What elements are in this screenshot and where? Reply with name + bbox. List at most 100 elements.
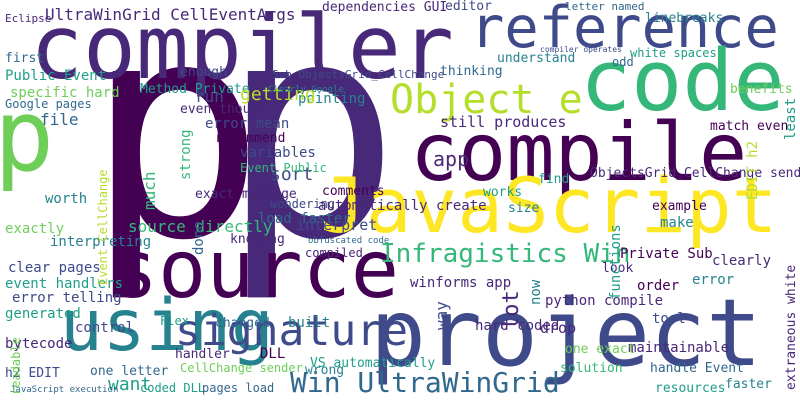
word: order	[637, 278, 679, 294]
word: Event CellChange	[96, 169, 110, 285]
word: letter named	[565, 0, 644, 13]
word: clearly	[712, 253, 771, 269]
word: one exact	[565, 342, 635, 357]
word: strong	[178, 129, 194, 180]
word: example	[652, 199, 707, 214]
word: p	[220, 0, 401, 306]
word: built	[288, 315, 330, 331]
word: even though	[180, 102, 266, 117]
word: want	[108, 374, 151, 395]
word: CellChange sender	[180, 361, 303, 375]
word: enough	[180, 65, 227, 80]
word: odd	[612, 55, 634, 69]
word: winforms app	[410, 275, 511, 291]
word: linebreaks	[645, 11, 723, 26]
word: worth	[45, 191, 87, 207]
word: p	[85, 0, 266, 306]
word: JavaScript	[320, 161, 778, 250]
word: exact message	[195, 187, 297, 202]
word: using	[60, 284, 274, 367]
word: make	[660, 215, 694, 231]
word: Private Sub	[620, 246, 713, 262]
word: interpret	[296, 216, 377, 234]
word: reference	[470, 0, 779, 61]
word: way	[432, 301, 451, 330]
word: compiler operates	[540, 45, 622, 54]
word: file	[40, 110, 79, 129]
word: pages load	[202, 381, 274, 395]
word: one letter	[90, 364, 168, 379]
word: drop	[540, 319, 576, 337]
word: ObjectsGrid_CellChange sender	[590, 166, 800, 181]
word: hard coded	[475, 318, 559, 334]
word: generated	[5, 306, 81, 322]
word: exactly	[5, 221, 64, 237]
word: faster	[725, 377, 772, 392]
word: compile	[410, 106, 747, 199]
word: python compile	[545, 293, 663, 309]
word: much	[140, 171, 159, 210]
word: wrong	[305, 363, 344, 378]
word: first	[5, 51, 44, 66]
word: comments	[322, 184, 385, 199]
word: signature	[175, 306, 408, 356]
word: still produces	[440, 113, 566, 131]
word: obfuscated code	[308, 236, 389, 246]
word: variables	[240, 145, 316, 161]
word: white spaces	[630, 46, 717, 60]
word: JavaScript execution	[10, 385, 118, 395]
word: knowing	[230, 232, 285, 247]
word: Method Private	[140, 82, 250, 97]
word: EDIT h2	[745, 141, 761, 200]
word: error telling	[12, 290, 122, 306]
word: source directly	[128, 217, 273, 236]
word: h2 EDIT	[5, 366, 60, 381]
word: UltraWinGrid CellEventArgs	[45, 5, 295, 24]
word: resources	[655, 381, 725, 396]
word: bytecode	[5, 336, 72, 352]
word: source	[110, 223, 399, 316]
word: thinking	[440, 64, 503, 79]
word: tool	[652, 311, 686, 327]
word: specific hard	[10, 85, 120, 101]
word: p	[0, 77, 54, 194]
word: look	[602, 261, 633, 276]
word: lot	[499, 290, 524, 330]
word: sort	[270, 164, 313, 185]
word: Google pages	[5, 97, 92, 111]
word: Event Public	[240, 161, 327, 175]
word: error mean	[205, 116, 289, 132]
word: maintainable	[628, 340, 729, 356]
word: code	[580, 32, 785, 131]
word: compiler	[30, 0, 454, 99]
word: Public Event	[5, 68, 106, 84]
word: Eclipse	[5, 12, 51, 25]
word: Clearly Google	[268, 85, 344, 95]
word: dependencies GUI	[322, 0, 447, 15]
word: automatically create	[318, 198, 487, 214]
word: benefits	[730, 82, 793, 97]
word: Infragistics Win	[380, 239, 630, 269]
word: app	[433, 147, 469, 171]
word: functions	[608, 224, 624, 300]
word: editor	[445, 0, 492, 14]
word: coded DLL	[140, 381, 205, 395]
word: interpreting	[50, 234, 151, 250]
word: understand	[497, 51, 575, 66]
word: solution	[560, 361, 623, 376]
word: VS automatically	[310, 356, 435, 371]
word: readable	[9, 337, 23, 395]
word: event handlers	[5, 276, 123, 292]
word: handle Event	[650, 361, 744, 376]
word: size	[508, 201, 539, 216]
word: control	[75, 320, 134, 336]
word: works	[483, 185, 522, 200]
word: Win UltraWinGrid	[290, 366, 560, 399]
word: changed	[215, 316, 270, 331]
word: least	[783, 98, 799, 140]
word: Sub ObjectsGrid_CellChange	[272, 68, 444, 81]
word: compiled	[305, 246, 363, 260]
word: Object e	[390, 77, 583, 123]
